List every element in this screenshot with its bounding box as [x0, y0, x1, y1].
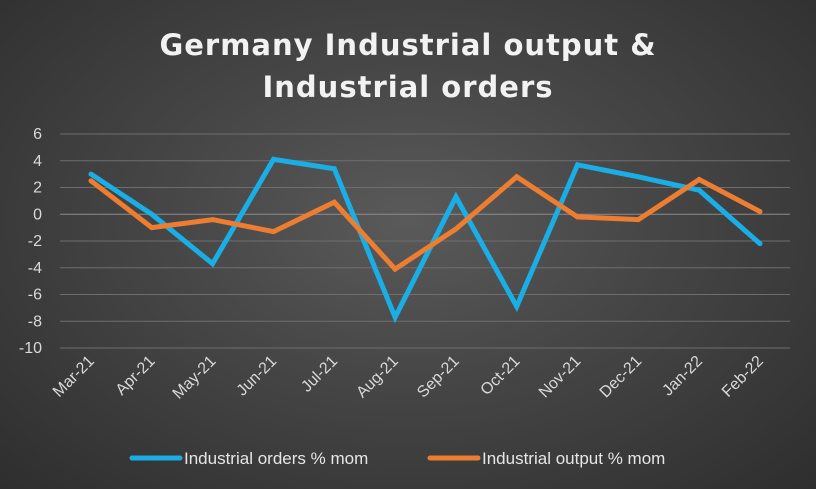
series-1-point — [392, 314, 398, 320]
series-1-point — [270, 156, 276, 162]
y-tick-label: 2 — [33, 180, 42, 197]
series-2-point — [149, 225, 155, 231]
x-tick-label: Mar-21 — [50, 353, 98, 401]
y-tick-label: 0 — [33, 206, 42, 223]
series-1-point — [635, 174, 641, 180]
chart-title-line-2: Industrial orders — [262, 70, 554, 104]
series-2-point — [392, 266, 398, 272]
series-2-point — [575, 214, 581, 220]
y-tick-label: -8 — [28, 313, 42, 330]
x-tick-label: Aug-21 — [353, 353, 402, 402]
series-2-point — [270, 229, 276, 235]
legend-label-2: Industrial output % mom — [482, 449, 665, 468]
x-tick-label: May-21 — [170, 353, 220, 403]
x-tick-label: Sep-21 — [414, 353, 463, 402]
series-2-point — [635, 217, 641, 223]
series-2-point — [331, 199, 337, 205]
series-2-point — [210, 217, 216, 223]
y-tick-label: 4 — [33, 153, 42, 170]
series-1-point — [88, 171, 94, 177]
y-tick-label: -2 — [28, 233, 42, 250]
series-1-point — [331, 166, 337, 172]
series-2-point — [757, 209, 763, 215]
series-2-point — [88, 178, 94, 184]
series-1-point — [149, 211, 155, 217]
series-line-1 — [89, 156, 762, 324]
series-line-2 — [89, 173, 762, 273]
series-1-point — [453, 194, 459, 200]
x-tick-label: Jul-21 — [298, 353, 341, 396]
y-tick-label: 6 — [33, 126, 42, 143]
series-2-point — [453, 226, 459, 232]
series-1-point — [575, 162, 581, 168]
series-1-point — [696, 187, 702, 193]
series-2-point — [514, 174, 520, 180]
series-1-point — [514, 304, 520, 310]
chart-title-line-1: Germany Industrial output & — [159, 28, 657, 62]
series-1-point — [757, 241, 763, 247]
x-tick-label: Jun-21 — [234, 353, 281, 400]
series-2-point — [696, 176, 702, 182]
y-tick-label: -4 — [28, 260, 42, 277]
x-tick-label: Apr-21 — [113, 353, 159, 399]
y-tick-label: -6 — [28, 287, 42, 304]
series-1-point — [210, 261, 216, 267]
chart-title: Germany Industrial output & Industrial o… — [0, 24, 816, 108]
x-tick-label: Dec-21 — [597, 353, 646, 402]
x-tick-label: Jan-22 — [659, 353, 706, 400]
x-tick-label: Feb-22 — [719, 353, 767, 401]
y-tick-label: -10 — [19, 340, 42, 357]
legend-label-1: Industrial orders % mom — [184, 449, 368, 468]
x-tick-label: Oct-21 — [478, 353, 524, 399]
x-tick-label: Nov-21 — [536, 353, 585, 402]
